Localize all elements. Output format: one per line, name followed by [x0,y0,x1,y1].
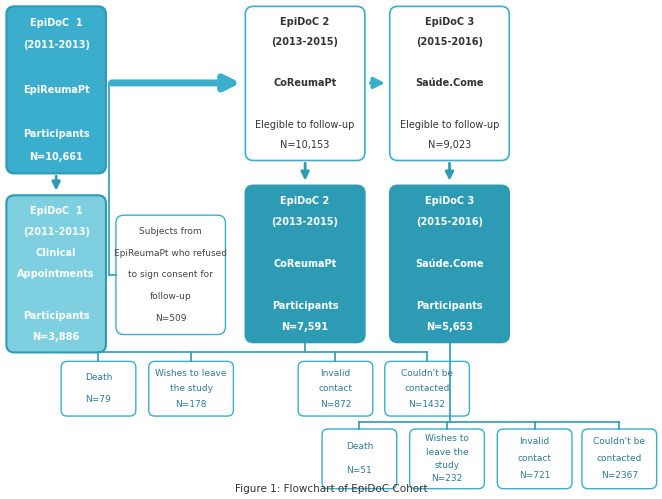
FancyBboxPatch shape [246,6,365,161]
Text: N=10,661: N=10,661 [29,152,83,162]
Text: Death: Death [346,443,373,452]
Text: Couldn't be: Couldn't be [593,437,645,446]
Text: leave the: leave the [426,448,468,457]
Text: study: study [434,461,459,470]
Text: Couldn't be: Couldn't be [401,369,453,378]
Text: (2011-2013): (2011-2013) [23,40,89,50]
Text: CoReumaPt: CoReumaPt [273,78,337,88]
Text: Invalid: Invalid [320,369,351,378]
Text: EpiDoC 3: EpiDoC 3 [425,196,474,206]
Text: Elegible to follow-up: Elegible to follow-up [256,120,355,130]
Text: Participants: Participants [416,301,483,311]
Text: Wishes to: Wishes to [425,435,469,444]
Text: EpiReumaPt who refused: EpiReumaPt who refused [114,249,227,257]
Text: Subjects from: Subjects from [140,227,202,236]
Text: Saúde.Come: Saúde.Come [415,78,484,88]
Text: Figure 1: Flowchart of EpiDoC Cohort: Figure 1: Flowchart of EpiDoC Cohort [235,484,427,494]
Text: contact: contact [518,454,551,464]
Text: Participants: Participants [23,129,89,139]
FancyBboxPatch shape [7,195,106,352]
Text: (2013-2015): (2013-2015) [271,37,338,47]
Text: Wishes to leave: Wishes to leave [156,369,227,378]
Text: EpiReumaPt: EpiReumaPt [23,85,89,95]
FancyBboxPatch shape [116,215,226,334]
FancyBboxPatch shape [410,429,485,489]
Text: Elegible to follow-up: Elegible to follow-up [400,120,499,130]
Text: N=2367: N=2367 [600,472,638,481]
Text: (2013-2015): (2013-2015) [271,217,338,227]
Text: contact: contact [318,384,352,393]
Text: N=10,153: N=10,153 [281,140,330,150]
Text: EpiDoC  1: EpiDoC 1 [30,18,83,28]
FancyBboxPatch shape [497,429,572,489]
Text: N=79: N=79 [85,395,111,404]
FancyBboxPatch shape [390,185,509,342]
Text: Death: Death [85,373,112,382]
Text: N=509: N=509 [155,314,187,323]
Text: N=872: N=872 [320,400,351,409]
Text: N=1432: N=1432 [408,400,446,409]
Text: Invalid: Invalid [520,437,549,446]
Text: CoReumaPt: CoReumaPt [273,259,337,269]
Text: EpiDoC 2: EpiDoC 2 [281,196,330,206]
Text: contacted: contacted [596,454,642,464]
Text: N=178: N=178 [175,400,207,409]
Text: to sign consent for: to sign consent for [128,270,213,279]
Text: Saúde.Come: Saúde.Come [415,259,484,269]
FancyBboxPatch shape [322,429,397,489]
Text: N=721: N=721 [519,472,550,481]
FancyBboxPatch shape [61,361,136,416]
FancyBboxPatch shape [246,185,365,342]
FancyBboxPatch shape [149,361,234,416]
Text: (2015-2016): (2015-2016) [416,37,483,47]
Text: (2015-2016): (2015-2016) [416,217,483,227]
FancyBboxPatch shape [385,361,469,416]
Text: N=7,591: N=7,591 [281,322,328,332]
Text: N=232: N=232 [432,474,463,483]
Text: EpiDoC 2: EpiDoC 2 [281,17,330,27]
Text: N=9,023: N=9,023 [428,140,471,150]
Text: EpiDoC  1: EpiDoC 1 [30,206,83,216]
Text: N=5,653: N=5,653 [426,322,473,332]
Text: contacted: contacted [404,384,449,393]
FancyBboxPatch shape [7,6,106,174]
Text: N=3,886: N=3,886 [32,332,80,342]
Text: (2011-2013): (2011-2013) [23,227,89,237]
Text: EpiDoC 3: EpiDoC 3 [425,17,474,27]
Text: N=51: N=51 [346,466,372,475]
FancyBboxPatch shape [390,6,509,161]
Text: the study: the study [169,384,213,393]
FancyBboxPatch shape [298,361,373,416]
FancyBboxPatch shape [582,429,657,489]
Text: Participants: Participants [23,311,89,321]
Text: Appointments: Appointments [17,269,95,279]
Text: Clinical: Clinical [36,248,76,258]
Text: follow-up: follow-up [150,292,191,301]
Text: Participants: Participants [272,301,338,311]
